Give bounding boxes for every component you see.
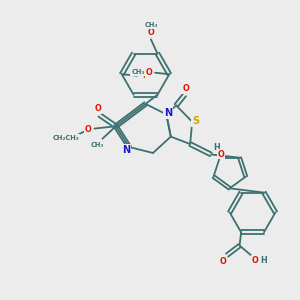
Text: O: O (148, 28, 154, 37)
Text: O: O (183, 84, 189, 93)
Text: CH₃: CH₃ (91, 142, 104, 148)
Text: H: H (261, 256, 267, 265)
Text: CH₃: CH₃ (131, 69, 145, 75)
Text: O: O (252, 256, 258, 265)
Text: O: O (220, 256, 226, 266)
Text: O: O (218, 150, 225, 159)
Text: N: N (164, 108, 172, 118)
Text: O: O (94, 104, 101, 113)
Text: CH₂CH₃: CH₂CH₃ (53, 135, 80, 141)
Text: N: N (122, 145, 130, 155)
Text: H: H (213, 142, 220, 152)
Text: O: O (85, 125, 92, 134)
Text: O: O (146, 68, 152, 77)
Text: CH₃: CH₃ (144, 22, 158, 28)
Text: S: S (192, 116, 199, 126)
Text: Br: Br (142, 71, 152, 80)
